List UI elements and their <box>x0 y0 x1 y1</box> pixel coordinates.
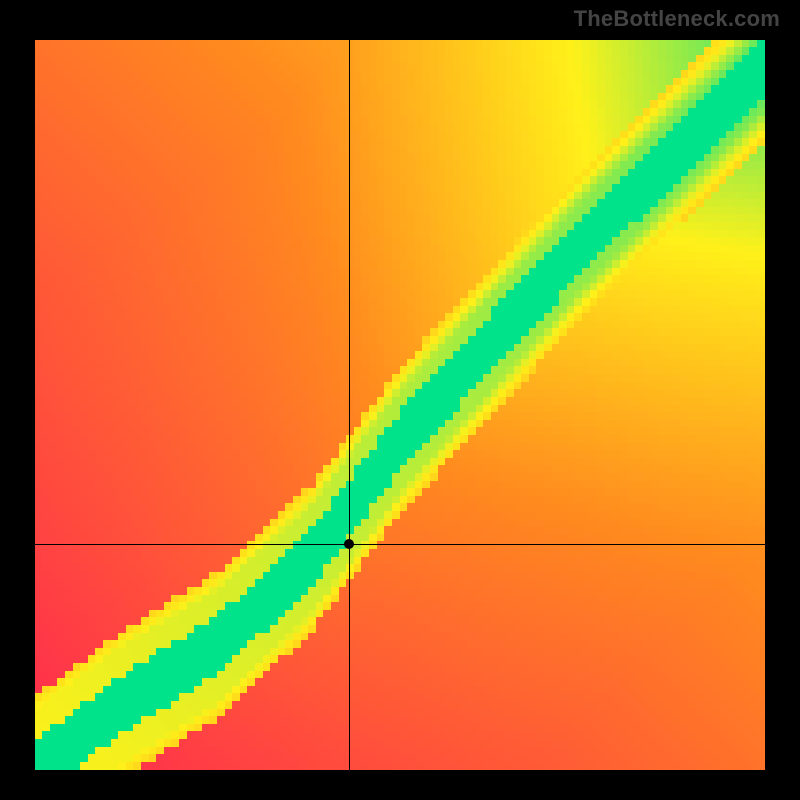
chart-frame: TheBottleneck.com <box>0 0 800 800</box>
watermark-text: TheBottleneck.com <box>574 6 780 32</box>
heatmap-canvas <box>35 40 765 770</box>
plot-area <box>35 40 765 770</box>
